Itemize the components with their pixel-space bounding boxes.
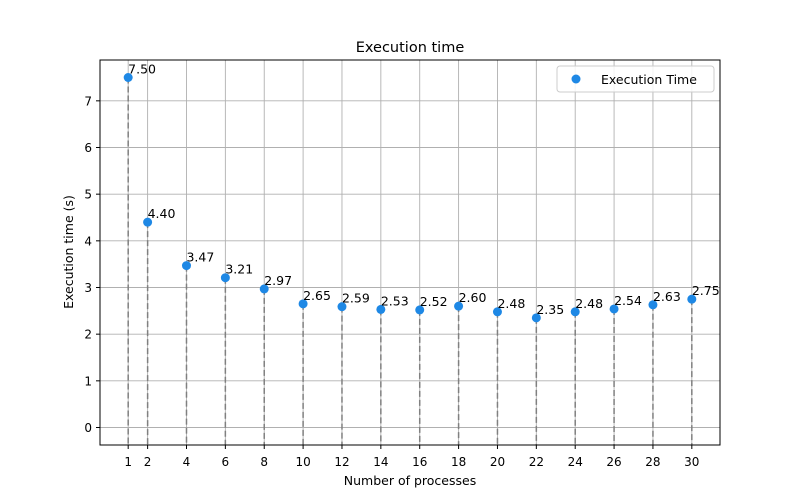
- data-label: 2.48: [497, 296, 525, 311]
- chart-title: Execution time: [356, 40, 465, 56]
- data-point: [531, 313, 541, 323]
- data-label: 2.59: [342, 291, 370, 306]
- data-label: 2.35: [536, 302, 564, 317]
- data-label: 7.50: [128, 62, 156, 77]
- data-point: [298, 299, 308, 309]
- y-tick-label: 5: [84, 188, 92, 202]
- data-label: 2.54: [614, 293, 642, 308]
- plot-frame: [99, 59, 721, 446]
- data-points: [123, 73, 697, 323]
- x-tick-label: 26: [606, 455, 621, 469]
- data-point: [259, 284, 269, 294]
- data-label: 2.75: [692, 283, 720, 298]
- x-tick-label: 12: [334, 455, 349, 469]
- x-tick-label: 1: [124, 455, 132, 469]
- x-tick-label: 22: [529, 455, 544, 469]
- y-tick-label: 2: [84, 328, 92, 342]
- x-tick-label: 10: [295, 455, 310, 469]
- data-point: [376, 304, 386, 314]
- x-tick-label: 24: [568, 455, 583, 469]
- y-tick-label: 6: [84, 141, 92, 155]
- data-point: [123, 73, 133, 82]
- x-tick-label: 30: [684, 455, 699, 469]
- data-point: [415, 305, 425, 315]
- data-point: [220, 273, 230, 283]
- data-point: [648, 300, 658, 310]
- data-label: 2.48: [575, 296, 603, 311]
- data-point: [492, 307, 502, 317]
- data-point: [143, 217, 153, 227]
- x-tick-label: 2: [144, 455, 152, 469]
- x-tick-label: 14: [373, 455, 388, 469]
- data-label: 2.65: [303, 288, 331, 303]
- data-label: 2.97: [264, 273, 292, 288]
- x-tick-label: 28: [645, 455, 660, 469]
- y-tick-label: 3: [84, 281, 92, 295]
- x-tick-label: 18: [451, 455, 466, 469]
- data-point: [687, 294, 697, 304]
- y-tick-label: 4: [84, 234, 92, 248]
- legend-label: Execution Time: [601, 72, 697, 87]
- data-point: [181, 261, 191, 271]
- legend-box: [556, 65, 715, 93]
- y-tick-label: 0: [84, 421, 92, 435]
- data-label: 3.21: [225, 262, 253, 277]
- data-label: 2.53: [381, 293, 409, 308]
- data-label: 2.52: [420, 294, 448, 309]
- data-label: 2.63: [653, 289, 681, 304]
- data-label: 2.60: [459, 290, 487, 305]
- x-axis-label: Number of processes: [344, 473, 476, 488]
- y-tick-label: 7: [84, 94, 92, 108]
- y-axis-label: Execution time (s): [61, 195, 76, 309]
- grid-layer: [100, 60, 720, 445]
- data-point: [337, 302, 347, 312]
- x-tick-label: 16: [412, 455, 427, 469]
- x-tick-label: 6: [222, 455, 230, 469]
- data-point: [454, 301, 464, 311]
- x-tick-label: 4: [183, 455, 191, 469]
- x-tick-label: 20: [490, 455, 505, 469]
- legend-marker: [571, 74, 581, 84]
- y-axis-ticks: 0 1 2 3 4 5 6 7: [84, 94, 100, 435]
- drop-lines: [127, 77, 693, 445]
- x-tick-label: 8: [260, 455, 268, 469]
- data-label: 3.47: [186, 250, 214, 265]
- legend: Execution Time: [556, 65, 715, 93]
- data-point: [570, 307, 580, 317]
- data-point: [609, 304, 619, 314]
- y-tick-label: 1: [84, 374, 92, 388]
- x-axis-ticks: 1 2 4 6 8 10 12 14 16 18 20 22 24 26 28 30: [124, 445, 699, 469]
- data-labels: 7.50 4.40 3.47 3.21 2.97 2.65 2.59 2.53 2.52 2.60…: [128, 62, 719, 317]
- data-label: 4.40: [148, 206, 176, 221]
